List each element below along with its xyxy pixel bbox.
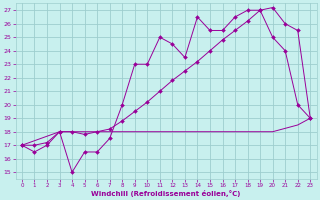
X-axis label: Windchill (Refroidissement éolien,°C): Windchill (Refroidissement éolien,°C) [92,190,241,197]
